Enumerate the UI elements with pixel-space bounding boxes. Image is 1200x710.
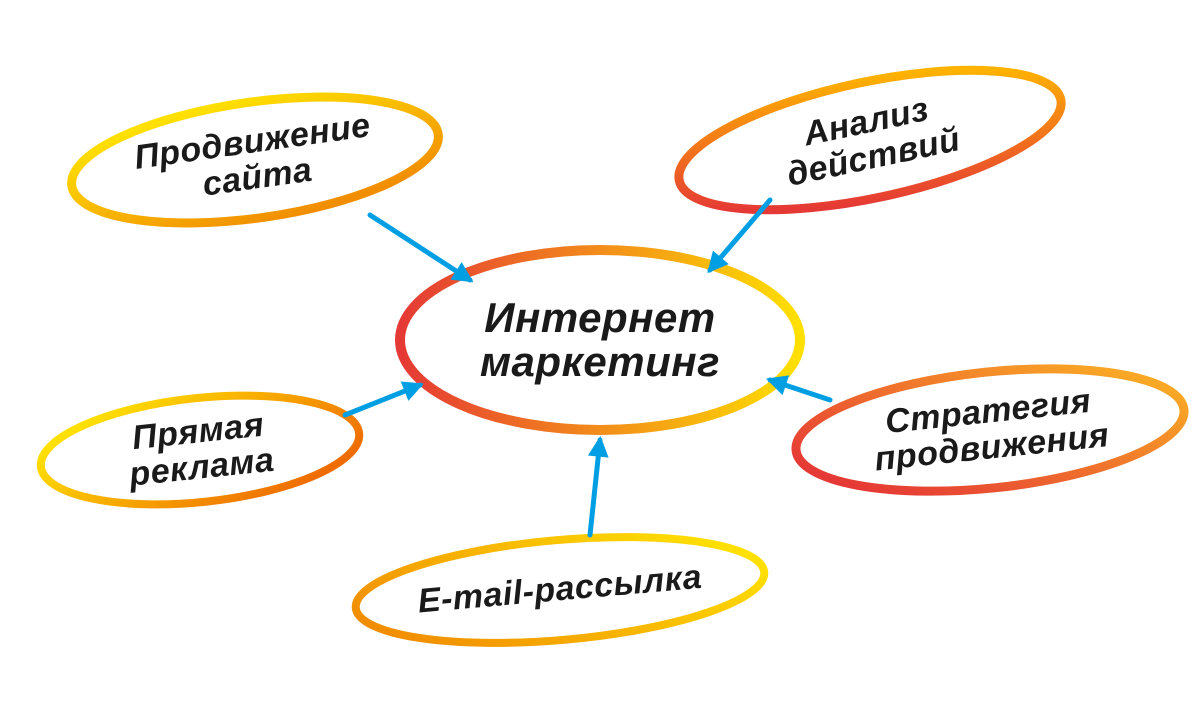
node-label-mid_left: Прямая реклама [124,407,276,493]
arrow-top_left-to-center [370,215,470,280]
arrow-mid_left-to-center [345,385,420,415]
arrow-mid_right-to-center [770,380,830,400]
arrow-bottom-to-center [590,440,600,535]
node-label-center: Интернет маркетинг [480,296,720,384]
diagram-stage: Интернет маркетингПродвижение сайтаАнали… [0,0,1200,710]
